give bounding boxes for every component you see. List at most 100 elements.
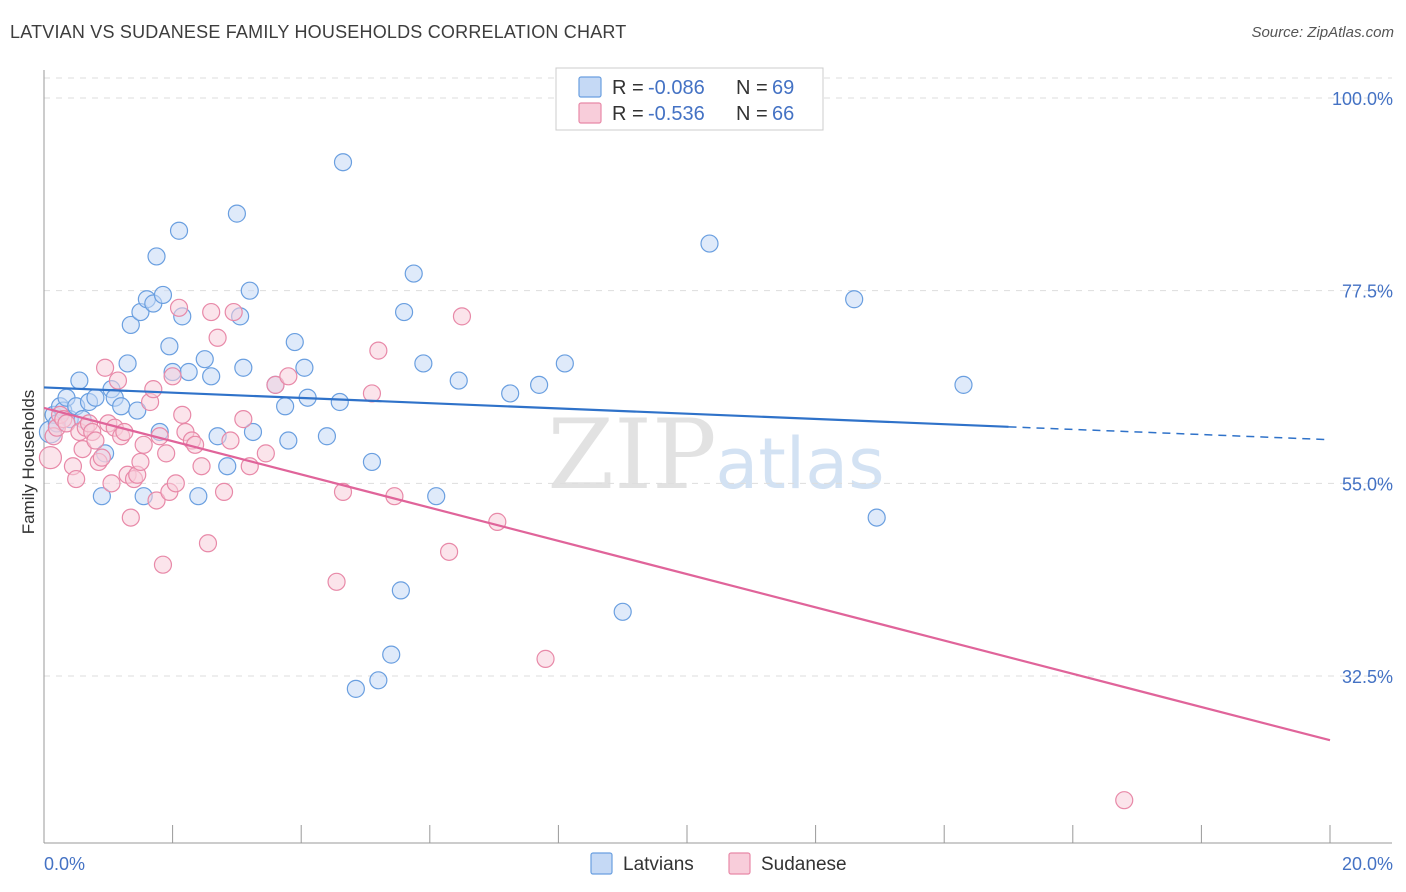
legend-r-value-latvians: -0.086 — [648, 77, 705, 99]
sudanese-point-46 — [208, 328, 227, 347]
sudanese-point-27 — [131, 452, 150, 472]
x-tick-labels: 0.0% 20.0% — [44, 854, 1393, 874]
latvians-point-59 — [427, 487, 446, 506]
watermark: ZIP atlas — [547, 399, 884, 511]
sudanese-point-18 — [102, 474, 121, 493]
chart-title: LATVIAN VS SUDANESE FAMILY HOUSEHOLDS CO… — [10, 22, 627, 42]
latvians-point-65 — [700, 234, 719, 253]
legend-n-value-sudanese: 66 — [772, 103, 794, 125]
sudanese-point-62 — [488, 512, 507, 531]
sudanese-point-61 — [452, 307, 472, 326]
latvians-point-39 — [234, 358, 253, 377]
latvians-point-24 — [147, 247, 166, 266]
latvians-point-64 — [613, 602, 632, 621]
y-axis-label: Family Households — [19, 390, 38, 535]
sudanese-point-15 — [92, 448, 111, 467]
watermark-zip: ZIP — [547, 399, 716, 511]
sudanese-point-44 — [198, 534, 218, 553]
sudanese-point-49 — [224, 302, 243, 322]
sudanese-point-57 — [362, 384, 382, 403]
bottom-legend-swatch-sudanese — [728, 852, 751, 875]
latvians-point-54 — [382, 645, 401, 664]
latvians-point-32 — [189, 487, 208, 506]
sudanese-point-63 — [536, 649, 555, 668]
latvians-point-57 — [404, 264, 423, 283]
latvians-point-66 — [845, 290, 864, 309]
series-sudanese-points — [38, 298, 1134, 810]
latvians-point-17 — [118, 354, 137, 373]
latvians-point-44 — [279, 431, 298, 450]
latvians-point-53 — [369, 671, 388, 690]
legend-r-label-sudanese: R = — [612, 103, 644, 125]
sudanese-point-60 — [439, 542, 459, 561]
latvians-point-43 — [276, 397, 295, 416]
bottom-legend-swatch-latvians — [590, 852, 613, 875]
latvians-point-8 — [70, 371, 89, 390]
sudanese-point-38 — [169, 298, 189, 317]
latvians-point-19 — [128, 401, 147, 420]
sudanese-point-48 — [221, 431, 240, 450]
correlation-legend: R = -0.086 N = 69 R = -0.536 N = 66 — [555, 67, 824, 131]
legend-swatch-sudanese — [578, 102, 602, 124]
latvians-point-16 — [112, 397, 131, 416]
y-tick-label-0: 32.5% — [1342, 667, 1393, 687]
bottom-legend-sudanese: Sudanese — [761, 854, 847, 875]
legend-swatch-latvians — [578, 76, 602, 98]
y-tick-label-2: 77.5% — [1342, 282, 1393, 302]
trend-lines — [43, 386, 1331, 742]
latvians-point-61 — [501, 384, 520, 403]
legend-r-value-sudanese: -0.536 — [648, 103, 705, 125]
sudanese-trend-line — [43, 406, 1331, 742]
latvians-trend-extension — [1008, 426, 1331, 441]
sudanese-point-24 — [121, 508, 140, 527]
latvians-point-62 — [530, 375, 549, 394]
y-tick-label-3: 100.0% — [1332, 89, 1393, 109]
latvians-point-45 — [285, 332, 304, 352]
legend-n-label-latvians: N = — [736, 77, 768, 99]
y-tick-label-1: 55.0% — [1342, 474, 1393, 494]
latvians-point-41 — [243, 422, 263, 442]
latvians-point-46 — [295, 358, 314, 377]
sudanese-point-34 — [157, 444, 176, 463]
latvians-point-55 — [391, 581, 410, 600]
latvians-point-11 — [86, 388, 105, 407]
latvians-point-50 — [333, 153, 353, 172]
sudanese-point-64 — [1115, 791, 1134, 810]
sudanese-point-9 — [73, 439, 92, 459]
latvians-point-68 — [954, 375, 973, 394]
sudanese-point-7 — [67, 469, 86, 489]
sudanese-point-53 — [266, 375, 285, 394]
latvians-point-37 — [227, 204, 246, 223]
latvians-point-51 — [346, 679, 365, 698]
latvians-trend-line — [43, 386, 1009, 428]
latvians-point-34 — [202, 367, 221, 386]
sudanese-point-56 — [333, 482, 353, 502]
latvians-point-49 — [330, 392, 349, 412]
sudanese-point-0 — [38, 446, 63, 470]
series-legend: Latvians Sudanese — [590, 852, 847, 875]
sudanese-point-47 — [214, 482, 234, 502]
sudanese-point-33 — [153, 555, 173, 574]
gridlines — [44, 77, 1392, 677]
latvians-point-12 — [92, 487, 111, 506]
source-label: Source: ZipAtlas.com — [1251, 24, 1394, 41]
sudanese-point-20 — [108, 371, 128, 390]
latvians-point-18 — [121, 315, 140, 335]
latvians-point-63 — [555, 354, 574, 373]
sudanese-point-50 — [234, 410, 253, 429]
sudanese-point-30 — [144, 380, 163, 399]
latvians-point-27 — [160, 337, 179, 356]
sudanese-point-16 — [95, 358, 115, 377]
sudanese-point-39 — [173, 405, 192, 424]
sudanese-point-31 — [147, 491, 166, 510]
sudanese-point-22 — [115, 422, 134, 442]
latvians-point-67 — [867, 508, 886, 527]
latvians-point-29 — [169, 221, 189, 240]
sudanese-point-36 — [163, 367, 182, 386]
sudanese-point-37 — [166, 474, 185, 493]
sudanese-point-52 — [256, 444, 275, 463]
x-tick-label-1: 20.0% — [1342, 854, 1393, 874]
watermark-atlas: atlas — [715, 423, 884, 505]
latvians-point-60 — [449, 371, 468, 390]
